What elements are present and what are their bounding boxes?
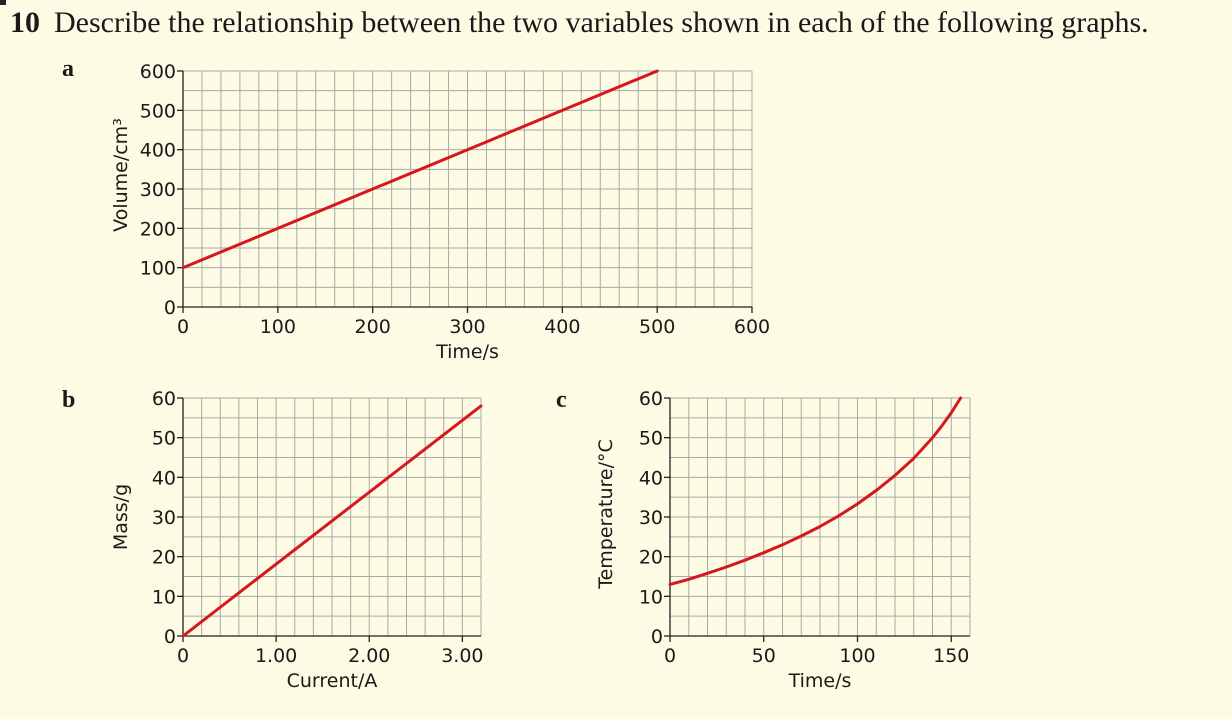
y-tick-label: 40 bbox=[639, 467, 663, 489]
y-tick-label: 30 bbox=[152, 507, 176, 529]
y-tick-label: 40 bbox=[152, 467, 176, 489]
x-tick-label: 3.00 bbox=[441, 645, 483, 667]
x-axis-title-c: Time/s bbox=[788, 670, 852, 692]
x-tick-label: 100 bbox=[839, 645, 875, 667]
y-tick-label: 20 bbox=[639, 547, 663, 569]
x-tick-label: 400 bbox=[544, 316, 580, 338]
question-prompt: Describe the relationship between the tw… bbox=[54, 6, 1149, 39]
y-tick-label: 100 bbox=[140, 258, 176, 280]
x-tick-label: 50 bbox=[752, 645, 776, 667]
x-tick-label: 0 bbox=[177, 316, 189, 338]
x-tick-label: 0 bbox=[664, 645, 676, 667]
part-label-b: b bbox=[62, 387, 76, 413]
y-tick-label: 50 bbox=[639, 428, 663, 450]
x-tick-label: 1.00 bbox=[255, 645, 297, 667]
x-tick-label: 200 bbox=[355, 316, 391, 338]
x-tick-label: 100 bbox=[260, 316, 296, 338]
series-line-a bbox=[181, 69, 659, 270]
y-tick-label: 60 bbox=[152, 388, 176, 410]
y-tick-label: 0 bbox=[164, 297, 176, 319]
y-tick-label: 20 bbox=[152, 547, 176, 569]
x-tick-label: 2.00 bbox=[348, 645, 390, 667]
y-tick-label: 0 bbox=[651, 626, 663, 648]
x-tick-label: 0 bbox=[177, 645, 189, 667]
y-tick-label: 600 bbox=[140, 61, 176, 83]
y-axis-title-b: Mass/g bbox=[110, 484, 132, 550]
x-tick-label: 150 bbox=[933, 645, 969, 667]
y-tick-label: 300 bbox=[140, 179, 176, 201]
question-text: 10 Describe the relationship between the … bbox=[10, 6, 1149, 40]
question-number: 10 bbox=[10, 6, 40, 39]
y-tick-label: 50 bbox=[152, 428, 176, 450]
grid-a bbox=[182, 70, 753, 308]
y-tick-label: 0 bbox=[164, 626, 176, 648]
x-axis-title-a: Time/s bbox=[435, 341, 499, 363]
y-tick-label: 10 bbox=[152, 586, 176, 608]
y-tick-label: 30 bbox=[639, 507, 663, 529]
y-axis-title-c: Temperature/°C bbox=[595, 439, 617, 590]
x-axis-title-b: Current/A bbox=[287, 670, 378, 692]
part-label-a: a bbox=[62, 56, 74, 82]
y-tick-label: 200 bbox=[140, 218, 176, 240]
part-label-c: c bbox=[556, 387, 567, 413]
series-line-b bbox=[181, 404, 483, 638]
grid-b bbox=[182, 397, 482, 637]
page-corner-mark bbox=[0, 0, 6, 5]
x-tick-label: 600 bbox=[734, 316, 770, 338]
y-tick-label: 400 bbox=[140, 140, 176, 162]
grid-c bbox=[669, 397, 971, 637]
x-tick-label: 500 bbox=[639, 316, 675, 338]
x-tick-label: 300 bbox=[449, 316, 485, 338]
y-axis-title-a: Volume/cm³ bbox=[110, 118, 132, 232]
y-tick-label: 60 bbox=[639, 388, 663, 410]
series-line-c bbox=[668, 396, 963, 586]
y-tick-label: 10 bbox=[639, 586, 663, 608]
y-tick-label: 500 bbox=[140, 100, 176, 122]
